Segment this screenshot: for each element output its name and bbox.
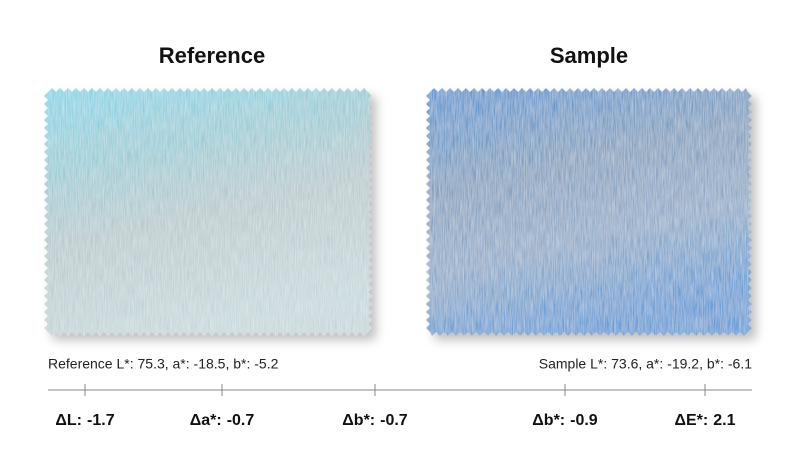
delta-label: Δb*: -0.9: [532, 412, 598, 429]
delta-label: Δb*: -0.7: [342, 412, 408, 429]
delta-name: ΔL:: [55, 412, 82, 429]
delta-name: ΔE*:: [675, 412, 709, 429]
delta-label: ΔL: -1.7: [55, 412, 114, 429]
swatches: [44, 88, 752, 336]
delta-value: 2.1: [713, 412, 735, 429]
delta-value: -1.7: [87, 412, 115, 429]
color-info: Reference L*: 75.3, a*: -18.5, b*: -5.2: [48, 356, 279, 372]
delta-label: Δa*: -0.7: [190, 412, 255, 429]
delta-label: ΔE*: 2.1: [675, 412, 736, 429]
delta-name: Δa*:: [190, 412, 222, 429]
fabric: [44, 88, 372, 336]
delta-value: -0.7: [380, 412, 408, 429]
delta-name: Δb*:: [342, 412, 375, 429]
fabric-swatch: [426, 88, 752, 336]
panel-title: Reference: [159, 43, 265, 68]
delta-value: -0.7: [227, 412, 255, 429]
fabric-swatch: [44, 88, 372, 336]
color-info: Sample L*: 73.6, a*: -19.2, b*: -6.1: [539, 356, 752, 372]
delta-name: Δb*:: [532, 412, 565, 429]
fabric: [426, 88, 752, 336]
delta-row: ΔL: -1.7 Δa*: -0.7 Δb*: -0.7 Δb*: -0.9 ΔE*: 2.1: [55, 384, 736, 429]
delta-value: -0.9: [570, 412, 598, 429]
panel-title: Sample: [550, 43, 628, 68]
